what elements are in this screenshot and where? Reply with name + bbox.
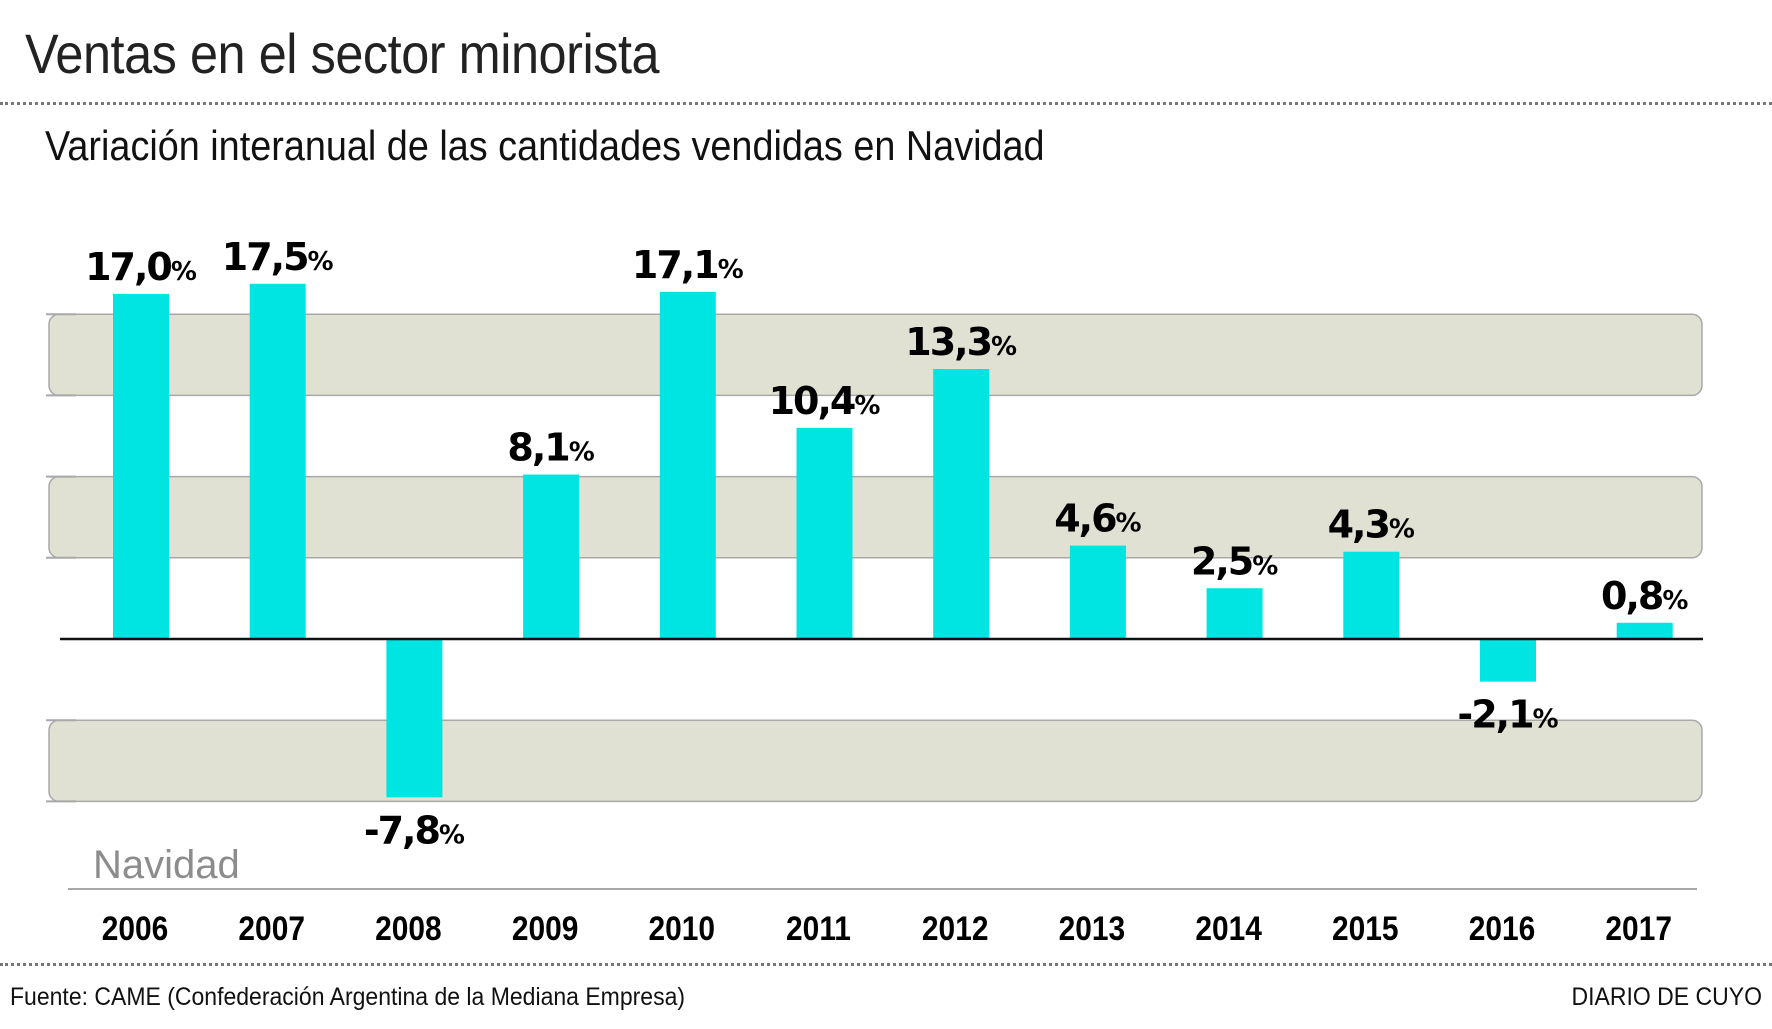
bar-2016 — [1480, 639, 1536, 682]
data-label-2007: 17,5% — [222, 235, 334, 279]
data-label-value: 10,4 — [769, 379, 855, 423]
data-label-value: 17,5 — [222, 235, 308, 279]
data-label-unit: % — [569, 438, 595, 468]
data-label-2008: -7,8% — [364, 808, 465, 852]
bar-2008 — [386, 639, 443, 798]
data-label-unit: % — [854, 391, 880, 421]
bar-2017 — [1616, 622, 1673, 639]
bar-2007 — [249, 283, 306, 639]
data-label-2012: 13,3% — [905, 320, 1017, 364]
grid-band — [48, 313, 1703, 397]
title-divider — [0, 102, 1772, 105]
data-label-2016: -2,1% — [1457, 693, 1558, 737]
year-label-2014: 2014 — [1195, 909, 1262, 947]
data-label-value: 2,5 — [1191, 539, 1252, 583]
data-label-value: -7,8 — [364, 808, 440, 852]
year-labels: 2006 2007 2008 2009 2010 2011 2012 2013 2014 2015… — [102, 909, 1672, 947]
year-label-2007: 2007 — [238, 909, 305, 947]
year-label-2016: 2016 — [1469, 909, 1536, 947]
data-label-unit: % — [1252, 551, 1278, 581]
grid-band — [48, 719, 1703, 803]
data-label-unit: % — [1662, 586, 1688, 616]
year-label-2006: 2006 — [102, 909, 169, 947]
source-note: Fuente: CAME (Confederación Argentina de… — [10, 983, 686, 1011]
data-label-unit: % — [1389, 515, 1415, 545]
year-label-2009: 2009 — [512, 909, 579, 947]
data-label-unit: % — [439, 820, 465, 850]
series-label: Navidad — [93, 843, 240, 887]
year-label-2015: 2015 — [1332, 909, 1399, 947]
year-label-2012: 2012 — [922, 909, 989, 947]
bar-2014 — [1206, 588, 1263, 639]
data-label-unit: % — [171, 257, 197, 287]
bar-2011 — [796, 427, 853, 639]
chart-title: Ventas en el sector minorista — [25, 22, 660, 85]
bar-2006 — [113, 293, 169, 639]
data-label-value: 13,3 — [905, 320, 991, 364]
year-label-2008: 2008 — [375, 909, 442, 947]
bar-2015 — [1343, 551, 1400, 639]
data-labels: 17,0% 17,5%-7,8%8,1%17,1%10,4%13,3%4,6%2,… — [85, 235, 1688, 853]
data-label-2011: 10,4% — [769, 379, 881, 423]
data-label-2010: 17,1% — [632, 243, 744, 287]
data-label-2013: 4,6% — [1054, 497, 1141, 541]
data-label-2014: 2,5% — [1191, 539, 1278, 583]
data-label-2017: 0,8% — [1601, 574, 1688, 618]
footer-divider — [0, 963, 1772, 966]
bar-2009 — [523, 474, 580, 639]
data-label-value: 17,0 — [85, 245, 171, 289]
data-label-value: 0,8 — [1601, 574, 1663, 618]
data-label-unit: % — [1116, 509, 1142, 539]
data-label-unit: % — [308, 247, 334, 277]
data-label-value: 4,6 — [1054, 497, 1116, 541]
grid-bands — [46, 313, 1703, 803]
data-label-value: 8,1 — [507, 426, 568, 470]
year-label-2017: 2017 — [1605, 909, 1672, 947]
data-label-unit: % — [718, 255, 744, 285]
bars — [113, 283, 1673, 798]
publisher-name: DIARIO DE CUYO — [1571, 983, 1762, 1011]
bar-2013 — [1069, 545, 1126, 639]
bar-2012 — [933, 369, 990, 639]
data-label-2009: 8,1% — [507, 426, 594, 470]
data-label-unit: % — [991, 332, 1017, 362]
data-label-unit: % — [1533, 705, 1559, 735]
year-label-2010: 2010 — [649, 909, 716, 947]
data-label-value: -2,1 — [1457, 693, 1532, 737]
grid-band — [48, 475, 1703, 559]
chart-subtitle: Variación interanual de las cantidades v… — [45, 122, 1045, 169]
data-label-2006: 17,0% — [85, 245, 197, 289]
year-label-2013: 2013 — [1059, 909, 1126, 947]
data-label-value: 4,3 — [1328, 503, 1389, 547]
data-label-value: 17,1 — [632, 243, 718, 287]
data-label-2015: 4,3% — [1328, 503, 1415, 547]
bar-2010 — [659, 291, 716, 639]
year-label-2011: 2011 — [786, 909, 851, 947]
